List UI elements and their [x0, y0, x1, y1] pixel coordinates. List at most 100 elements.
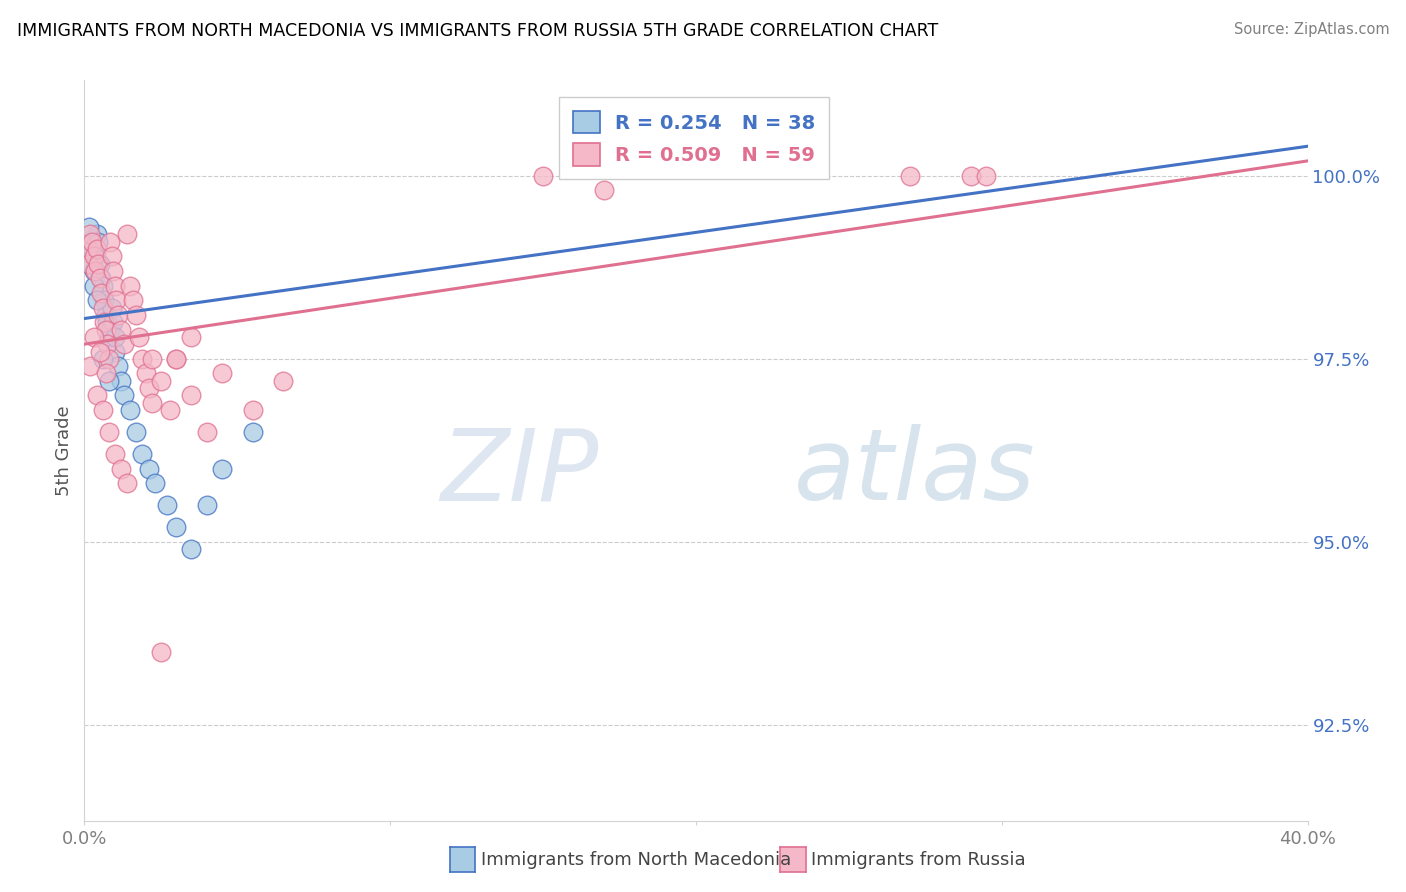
Point — [104, 330, 127, 344]
Point — [83, 264, 105, 278]
Point — [165, 520, 187, 534]
Point — [80, 242, 103, 256]
Point — [77, 256, 100, 270]
Point — [143, 476, 166, 491]
Point — [211, 462, 233, 476]
Point — [211, 367, 233, 381]
Point — [104, 344, 127, 359]
Point — [91, 301, 114, 315]
Point — [120, 403, 142, 417]
Point — [89, 271, 111, 285]
Point — [110, 462, 132, 476]
Point — [593, 183, 616, 197]
Point — [83, 278, 105, 293]
Point — [97, 330, 120, 344]
Point — [149, 645, 172, 659]
Point — [86, 388, 108, 402]
Point — [79, 235, 101, 249]
Point — [128, 330, 150, 344]
Point — [195, 499, 218, 513]
Point — [94, 322, 117, 336]
Point — [115, 227, 138, 242]
Point — [97, 425, 120, 439]
Point — [94, 367, 117, 381]
Text: Immigrants from North Macedonia: Immigrants from North Macedonia — [481, 851, 792, 869]
Point — [195, 425, 218, 439]
Point — [159, 403, 181, 417]
Point — [104, 447, 127, 461]
Point — [86, 293, 108, 308]
Point — [103, 315, 125, 329]
Point — [112, 337, 135, 351]
Point — [98, 235, 121, 249]
Point — [125, 425, 148, 439]
Point — [80, 235, 103, 249]
Point — [131, 447, 153, 461]
Point — [110, 322, 132, 336]
Point — [149, 374, 172, 388]
Point — [531, 169, 554, 183]
Point — [131, 351, 153, 366]
Point — [77, 256, 100, 270]
Point — [91, 351, 114, 366]
Legend: R = 0.254   N = 38, R = 0.509   N = 59: R = 0.254 N = 38, R = 0.509 N = 59 — [560, 97, 830, 179]
Point — [125, 308, 148, 322]
Point — [89, 344, 111, 359]
Point — [79, 227, 101, 242]
Point — [107, 359, 129, 373]
Text: ZIP: ZIP — [440, 425, 598, 521]
Point — [101, 301, 124, 315]
Y-axis label: 5th Grade: 5th Grade — [55, 405, 73, 496]
Point — [86, 227, 108, 242]
Point — [180, 542, 202, 557]
Point — [141, 396, 163, 410]
Text: atlas: atlas — [794, 425, 1035, 521]
Text: Source: ZipAtlas.com: Source: ZipAtlas.com — [1233, 22, 1389, 37]
Point — [97, 374, 120, 388]
Point — [94, 308, 117, 322]
Point — [76, 242, 98, 256]
Point — [138, 381, 160, 395]
Point — [242, 425, 264, 439]
Point — [90, 271, 112, 285]
Point — [976, 169, 998, 183]
Point — [105, 293, 128, 308]
Point — [271, 374, 294, 388]
Point — [138, 462, 160, 476]
Point — [77, 219, 100, 234]
Point — [79, 359, 101, 373]
Point — [93, 315, 115, 329]
Text: Immigrants from Russia: Immigrants from Russia — [811, 851, 1026, 869]
Point — [86, 242, 108, 256]
Point — [107, 308, 129, 322]
Point — [84, 249, 107, 263]
Point — [96, 315, 118, 329]
Point — [83, 249, 105, 263]
Point — [89, 256, 111, 270]
Point — [91, 403, 114, 417]
Point — [87, 256, 110, 270]
Point — [110, 374, 132, 388]
Point — [103, 264, 125, 278]
Point — [97, 351, 120, 366]
Point — [180, 388, 202, 402]
Point — [101, 249, 124, 263]
Point — [96, 337, 118, 351]
Point — [87, 235, 110, 249]
Point — [115, 476, 138, 491]
Point — [180, 330, 202, 344]
Point — [112, 388, 135, 402]
Point — [141, 351, 163, 366]
Point — [165, 351, 187, 366]
Point — [156, 499, 179, 513]
Point — [135, 367, 157, 381]
Point — [91, 278, 114, 293]
Point — [90, 285, 112, 300]
Point — [898, 169, 921, 183]
Point — [165, 351, 187, 366]
Point — [83, 330, 105, 344]
Point — [93, 293, 115, 308]
Point — [242, 403, 264, 417]
Point — [120, 278, 142, 293]
Point — [122, 293, 145, 308]
